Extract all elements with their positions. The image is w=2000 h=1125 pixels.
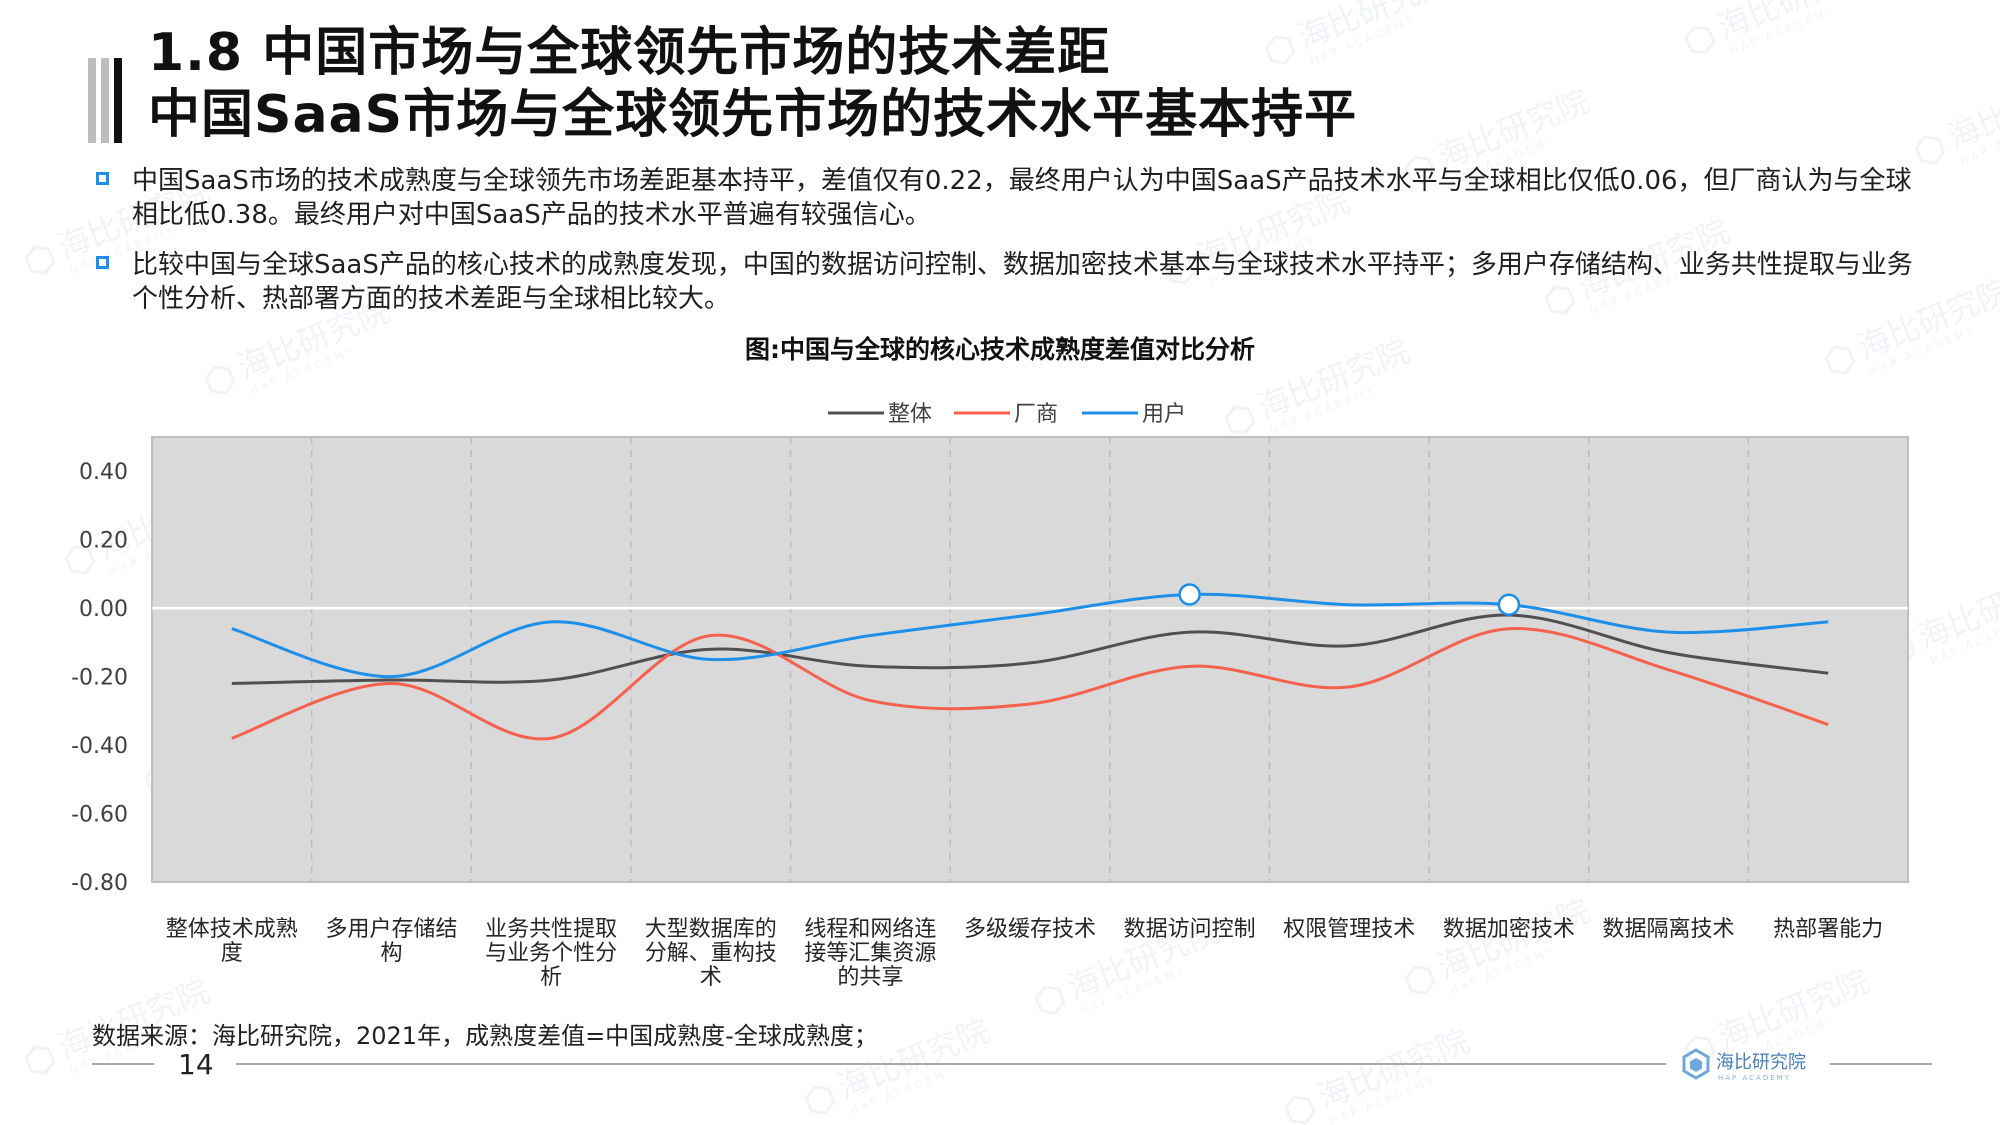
bullet-item-1: 中国SaaS市场的技术成熟度与全球领先市场差距基本持平，差值仅有0.22，最终用… bbox=[96, 164, 1916, 232]
y-tick-label: 0.20 bbox=[79, 529, 128, 554]
chart-title: 图:中国与全球的核心技术成熟度差值对比分析 bbox=[745, 335, 1255, 364]
page-subtitle: 中国SaaS市场与全球领先市场的技术水平基本持平 bbox=[148, 85, 1358, 145]
x-tick-label: 热部署能力 bbox=[1773, 917, 1883, 942]
bullet-item-2: 比较中国与全球SaaS产品的核心技术的成熟度发现，中国的数据访问控制、数据加密技… bbox=[96, 248, 1916, 316]
page-number: 14 bbox=[178, 1048, 214, 1081]
x-tick-label: 数据访问控制 bbox=[1124, 917, 1256, 942]
svg-text:海比研究院: 海比研究院 bbox=[1716, 1052, 1806, 1073]
legend-label: 厂商 bbox=[1014, 402, 1058, 427]
y-tick-label: -0.20 bbox=[71, 666, 128, 691]
footer-divider-left bbox=[92, 1063, 154, 1065]
bullet-square-icon bbox=[96, 172, 109, 185]
svg-text:海比研究院: 海比研究院 bbox=[1942, 61, 2000, 156]
svg-text:HAP ACADEMY: HAP ACADEMY bbox=[1328, 1073, 1438, 1125]
bullet-text-2: 比较中国与全球SaaS产品的核心技术的成熟度发现，中国的数据访问控制、数据加密技… bbox=[132, 250, 1913, 314]
series-line-厂商 bbox=[231, 627, 1829, 741]
svg-text:海比研究院: 海比研究院 bbox=[1432, 81, 1595, 176]
series-line-用户 bbox=[231, 592, 1829, 679]
series-line-整体 bbox=[231, 613, 1829, 685]
plot-area bbox=[151, 436, 1909, 883]
x-tick-label: 整体技术成熟度 bbox=[166, 917, 298, 966]
hap-academy-logo: 海比研究院 HAP ACADEMY bbox=[1682, 1048, 1806, 1082]
y-tick-label: 0.40 bbox=[79, 460, 128, 485]
y-tick-label: -0.60 bbox=[71, 803, 128, 828]
x-tick-label: 权限管理技术 bbox=[1283, 917, 1415, 942]
title-decoration-icon bbox=[88, 58, 122, 143]
x-tick-label: 数据隔离技术 bbox=[1603, 917, 1735, 942]
svg-text:HAP ACADEMY: HAP ACADEMY bbox=[1728, 3, 1838, 57]
svg-text:HAP ACADEMY: HAP ACADEMY bbox=[1308, 13, 1418, 67]
x-tick-label: 多用户存储结构 bbox=[325, 917, 457, 966]
y-tick-label: 0.00 bbox=[79, 597, 128, 622]
bullet-square-icon bbox=[96, 256, 109, 269]
svg-text:HAP ACADEMY: HAP ACADEMY bbox=[1718, 1074, 1791, 1082]
y-tick-label: -0.40 bbox=[71, 734, 128, 759]
page-title: 1.8 中国市场与全球领先市场的技术差距 bbox=[148, 23, 1111, 83]
line-chart: 0.400.200.00-0.20-0.40-0.60-0.80整体技术成熟度多… bbox=[71, 402, 1909, 990]
footer-divider-right bbox=[1830, 1063, 1932, 1065]
footer-divider-middle bbox=[236, 1063, 1666, 1065]
x-tick-label: 业务共性提取与业务个性分析 bbox=[485, 917, 617, 990]
legend-label: 整体 bbox=[888, 402, 932, 427]
x-tick-label: 多级缓存技术 bbox=[964, 917, 1096, 942]
data-point-marker bbox=[1178, 583, 1201, 606]
data-source-note: 数据来源：海比研究院，2021年，成熟度差值=中国成熟度-全球成熟度； bbox=[92, 1022, 878, 1050]
chart-legend: 整体 厂商 用户 bbox=[828, 402, 1186, 427]
x-tick-label: 数据加密技术 bbox=[1443, 917, 1575, 942]
y-tick-label: -0.80 bbox=[71, 871, 128, 896]
x-tick-label: 大型数据库的分解、重构技术 bbox=[645, 917, 777, 990]
bullet-text-1: 中国SaaS市场的技术成熟度与全球领先市场差距基本持平，差值仅有0.22，最终用… bbox=[132, 166, 1912, 230]
x-tick-label: 线程和网络连接等汇集资源的共享 bbox=[804, 917, 936, 990]
svg-text:HAP ACADEMY: HAP ACADEMY bbox=[1958, 113, 2000, 167]
legend-label: 用户 bbox=[1142, 402, 1186, 427]
data-point-marker bbox=[1497, 593, 1521, 616]
svg-text:海比研究院: 海比研究院 bbox=[1292, 0, 1455, 57]
svg-text:海比研究院: 海比研究院 bbox=[1712, 0, 1875, 47]
svg-text:HAP ACADEMY: HAP ACADEMY bbox=[848, 1063, 958, 1117]
svg-text:海比研究院: 海比研究院 bbox=[1312, 1021, 1475, 1116]
